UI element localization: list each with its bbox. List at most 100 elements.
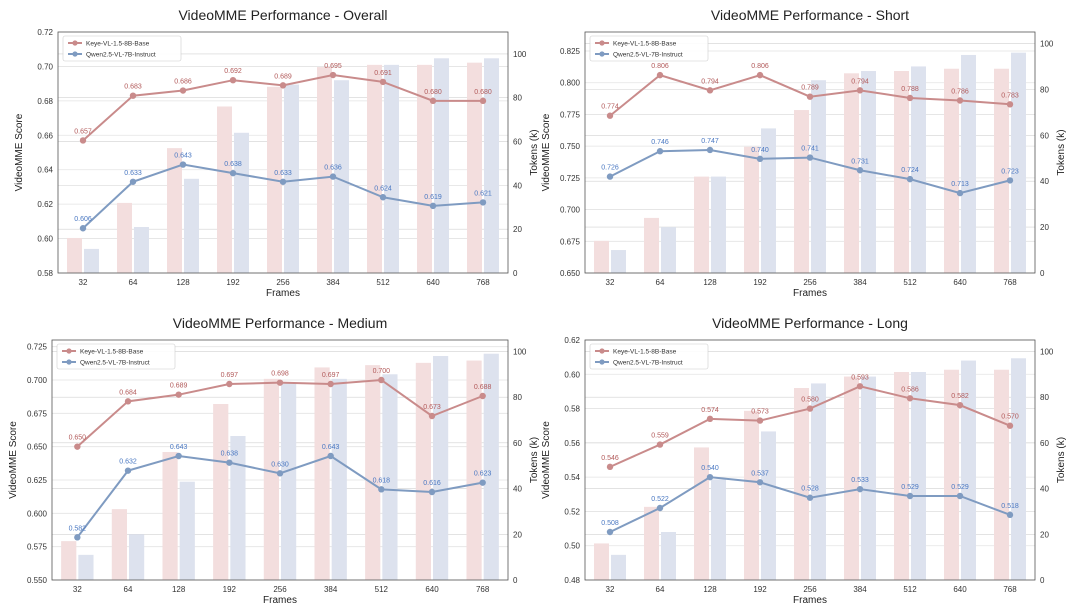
legend-box bbox=[56, 343, 176, 370]
x-tick-label: 128 bbox=[703, 278, 717, 287]
y-tick-label: 0.60 bbox=[37, 235, 53, 244]
token-bar bbox=[84, 248, 99, 273]
x-tick-label: 192 bbox=[753, 278, 767, 287]
data-point bbox=[756, 479, 764, 486]
legend-label: Keye-VL-1.5-8B-Base bbox=[80, 349, 144, 356]
chart-panel-2: VideoMME Performance - Short 0.774 0.806 0.… bbox=[541, 7, 1067, 299]
y2-axis-label: Tokens (k) bbox=[1056, 437, 1067, 483]
data-label: 0.573 bbox=[751, 409, 769, 416]
data-label: 0.724 bbox=[901, 167, 919, 174]
x-tick-label: 512 bbox=[376, 278, 390, 287]
y-tick-label: 0.550 bbox=[27, 576, 48, 585]
data-point bbox=[656, 504, 664, 512]
token-bar bbox=[230, 436, 246, 580]
y2-tick-label: 60 bbox=[1040, 131, 1049, 140]
y2-tick-label: 0 bbox=[1040, 269, 1045, 278]
token-bar bbox=[78, 554, 94, 580]
x-tick-label: 128 bbox=[703, 585, 717, 594]
y2-tick-label: 40 bbox=[513, 181, 522, 190]
data-label: 0.697 bbox=[221, 372, 239, 379]
y-tick-label: 0.64 bbox=[37, 166, 53, 175]
data-point bbox=[856, 167, 864, 174]
legend-marker bbox=[72, 51, 78, 57]
data-point bbox=[1006, 177, 1014, 184]
data-point bbox=[327, 380, 334, 388]
data-point bbox=[479, 97, 487, 105]
data-label: 0.593 bbox=[851, 374, 869, 381]
token-bar bbox=[811, 80, 826, 273]
y-tick-label: 0.70 bbox=[37, 62, 53, 71]
data-label: 0.713 bbox=[951, 181, 969, 188]
data-point bbox=[756, 155, 764, 163]
y2-axis-label: Tokens (k) bbox=[529, 129, 540, 175]
token-bar bbox=[331, 378, 347, 580]
token-bar bbox=[111, 509, 127, 580]
x-tick-label: 32 bbox=[606, 585, 615, 594]
data-point bbox=[226, 459, 233, 466]
data-point bbox=[806, 405, 814, 412]
chart-title: VideoMME Performance - Overall bbox=[178, 7, 387, 23]
legend-label: Keye-VL-1.5-8B-Base bbox=[86, 41, 150, 48]
plot-frame bbox=[57, 31, 509, 274]
y-tick-label: 0.66 bbox=[37, 131, 53, 140]
data-point bbox=[124, 467, 132, 474]
y-tick-label: 0.700 bbox=[560, 206, 581, 215]
token-bar bbox=[217, 106, 232, 273]
data-point bbox=[428, 412, 436, 420]
chart-panel-1: VideoMME Performance - Overall0.6570.683… bbox=[14, 7, 540, 299]
data-point bbox=[429, 97, 437, 105]
data-point bbox=[656, 441, 664, 448]
data-point bbox=[856, 485, 864, 493]
y-axis-label: VideoMME Score bbox=[541, 421, 552, 499]
y-tick-label: 0.60 bbox=[564, 370, 580, 379]
plot-frame bbox=[584, 339, 1036, 581]
y2-axis-label: Tokens (k) bbox=[1056, 129, 1067, 175]
data-label: 0.580 bbox=[801, 397, 819, 404]
legend-label: Qwen2.5-VL-7B-Instruct bbox=[613, 52, 683, 59]
y2-tick-label: 80 bbox=[513, 94, 522, 103]
token-bar bbox=[61, 541, 77, 580]
data-point bbox=[956, 492, 964, 500]
y2-tick-label: 80 bbox=[513, 393, 522, 402]
y-tick-label: 0.725 bbox=[27, 343, 48, 352]
data-label: 0.686 bbox=[174, 79, 192, 86]
data-point bbox=[706, 146, 714, 154]
data-point bbox=[956, 97, 964, 104]
x-axis-label: Frames bbox=[793, 288, 827, 299]
y-tick-label: 0.650 bbox=[27, 443, 48, 452]
x-tick-label: 384 bbox=[853, 278, 867, 287]
data-point bbox=[606, 463, 614, 471]
legend-box bbox=[589, 35, 709, 62]
x-tick-label: 512 bbox=[903, 585, 917, 594]
token-bar bbox=[994, 68, 1009, 273]
data-point bbox=[606, 173, 614, 180]
x-tick-label: 512 bbox=[375, 585, 389, 594]
y-tick-label: 0.58 bbox=[37, 269, 53, 278]
data-label: 0.643 bbox=[174, 153, 192, 160]
data-point bbox=[279, 178, 287, 185]
x-tick-label: 32 bbox=[79, 278, 88, 287]
y-tick-label: 0.700 bbox=[27, 376, 48, 385]
token-bar bbox=[334, 80, 349, 273]
data-label: 0.643 bbox=[322, 444, 340, 451]
data-point bbox=[428, 488, 436, 496]
token-bar bbox=[644, 506, 659, 580]
data-label: 0.533 bbox=[851, 477, 869, 484]
y2-axis-label: Tokens (k) bbox=[529, 437, 540, 483]
data-point bbox=[79, 137, 87, 144]
token-bar bbox=[162, 452, 178, 580]
y-tick-label: 0.775 bbox=[560, 110, 581, 119]
token-bar bbox=[365, 365, 381, 580]
data-label: 0.688 bbox=[474, 384, 492, 391]
data-label: 0.633 bbox=[274, 170, 292, 177]
legend-marker bbox=[66, 359, 72, 365]
x-tick-label: 512 bbox=[903, 278, 917, 287]
token-bar bbox=[415, 362, 431, 580]
data-label: 0.621 bbox=[474, 190, 492, 197]
data-label: 0.786 bbox=[951, 88, 969, 95]
x-tick-label: 64 bbox=[656, 585, 665, 594]
y2-tick-label: 60 bbox=[513, 138, 522, 147]
data-label: 0.546 bbox=[601, 455, 619, 462]
data-point bbox=[806, 154, 814, 161]
